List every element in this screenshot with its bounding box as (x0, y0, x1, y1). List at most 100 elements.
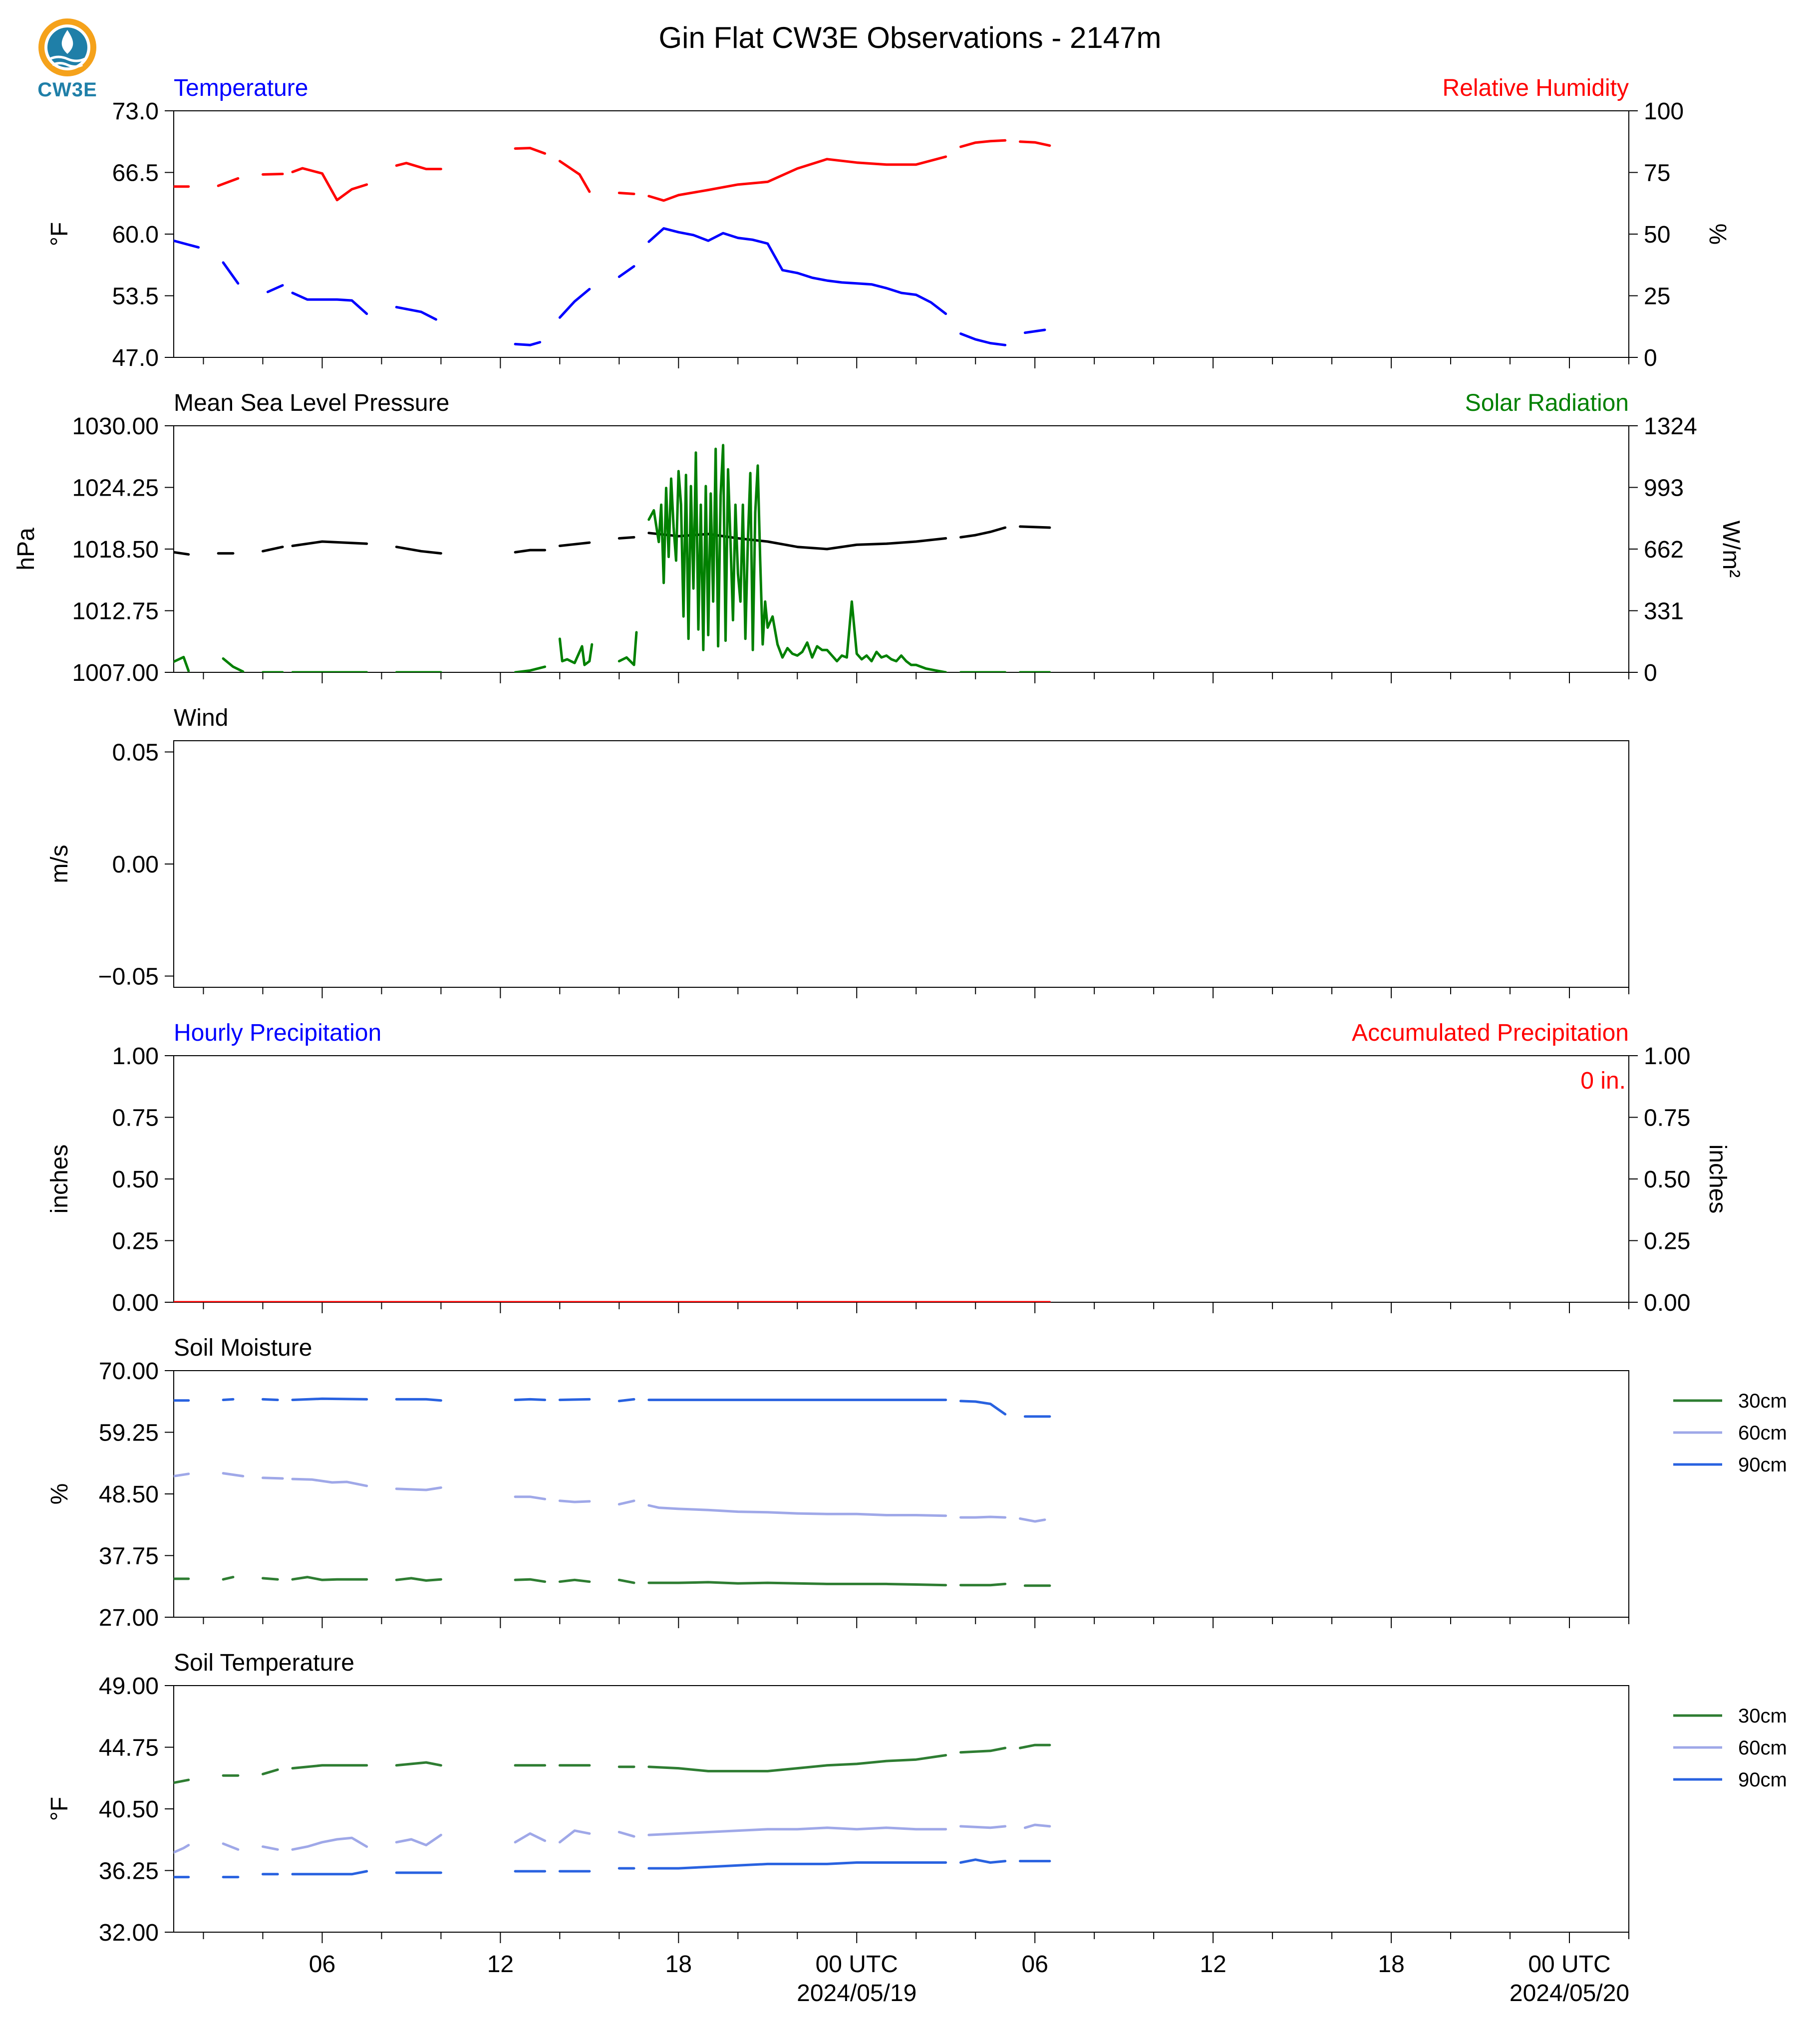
y-tick-label: 37.75 (99, 1543, 159, 1570)
series-line-temperature (1023, 328, 1046, 334)
x-axis (203, 987, 1629, 998)
series-90cm (174, 1858, 1051, 1879)
y-tick-label: 73.0 (112, 98, 159, 125)
y-tick-label: 60.0 (112, 222, 159, 248)
x-tick-label: 06 (1022, 1951, 1048, 1978)
series-line-temperature (647, 227, 947, 315)
y-tick-label: 44.75 (99, 1735, 159, 1761)
y-tick-label: 53.5 (112, 284, 159, 310)
y-axis-right-label: inches (1704, 1145, 1731, 1214)
series-line-mean-sea-level-pressure (174, 551, 190, 556)
y-right-tick-label: 1.00 (1644, 1043, 1690, 1070)
series-line-temperature (514, 341, 542, 346)
series-line-30cm (514, 1578, 547, 1583)
series-line-solar-radiation (617, 631, 638, 666)
y-right-tick-label: 0.00 (1644, 1290, 1690, 1316)
plot-area (174, 1743, 1051, 1879)
y-right-tick-label: 50 (1644, 222, 1670, 248)
series-line-temperature (558, 288, 591, 319)
y-axis-right: 1324 993 662 331 0 (1629, 413, 1697, 686)
y-right-tick-label: 0.25 (1644, 1228, 1690, 1255)
series-line-temperature (222, 261, 240, 285)
y-tick-label: 1024.25 (72, 475, 159, 502)
series-60cm (174, 1472, 1046, 1523)
y-right-tick-label: 25 (1644, 284, 1670, 310)
series-line-30cm (647, 1754, 947, 1772)
y-tick-label: 36.25 (99, 1858, 159, 1885)
series-90cm (174, 1397, 1051, 1418)
y-right-tick-label: 75 (1644, 160, 1670, 187)
x-tick-label: 18 (665, 1951, 692, 1978)
y-axis-left: 73.0 66.5 60.0 53.5 47.0 (112, 98, 174, 371)
y-right-tick-label: 993 (1644, 475, 1684, 502)
legend-label: 60cm (1738, 1737, 1787, 1759)
series-line-mean-sea-level-pressure (617, 536, 635, 540)
y-axis-label: hPa (13, 528, 39, 571)
y-tick-label: 0.00 (112, 1290, 159, 1316)
series-line-relative-humidity (647, 155, 947, 202)
series-line-relative-humidity (217, 177, 240, 187)
y-tick-label: 32.00 (99, 1920, 159, 1946)
y-axis-label: °F (46, 222, 73, 247)
y-right-tick-label: 1324 (1644, 413, 1697, 440)
series-line-90cm (647, 1861, 947, 1870)
x-tick-label: 12 (487, 1951, 514, 1978)
series-line-90cm (514, 1398, 547, 1402)
y-tick-label: 0.25 (112, 1228, 159, 1255)
series-line-30cm (617, 1578, 635, 1584)
y-tick-label: 1007.00 (72, 660, 159, 686)
series-line-60cm (1019, 1517, 1046, 1523)
series-line-relative-humidity (617, 192, 635, 195)
series-line-mean-sea-level-pressure (1019, 525, 1051, 529)
series-line-60cm (174, 1472, 190, 1477)
y-right-tick-label: 0 (1644, 345, 1657, 371)
series-line-30cm (222, 1576, 235, 1581)
series-line-60cm (222, 1842, 240, 1851)
series-line-30cm (558, 1578, 591, 1583)
panel-title-left: Temperature (174, 75, 308, 101)
y-tick-label: 70.00 (99, 1358, 159, 1385)
y-right-tick-label: 100 (1644, 98, 1684, 125)
y-tick-label: 49.00 (99, 1673, 159, 1700)
y-tick-label: 59.25 (99, 1420, 159, 1447)
legend-label: 30cm (1738, 1705, 1787, 1727)
y-tick-label: 40.50 (99, 1796, 159, 1823)
series-line-relative-humidity (395, 162, 442, 171)
series-line-60cm (262, 1845, 279, 1851)
series-line-90cm (262, 1398, 279, 1402)
series-solar-radiation (174, 444, 1051, 672)
x-axis (203, 1617, 1629, 1628)
series-line-30cm (262, 1577, 279, 1581)
series-30cm (174, 1743, 1051, 1784)
y-tick-label: 0.00 (112, 852, 159, 878)
series-line-60cm (222, 1472, 245, 1477)
series-line-solar-radiation (174, 655, 190, 672)
series-line-60cm (558, 1829, 591, 1844)
series-line-solar-radiation (514, 665, 547, 672)
series-line-relative-humidity (1019, 140, 1051, 147)
accumulated-total-label: 0 in. (1580, 1068, 1626, 1094)
series-line-mean-sea-level-pressure (291, 540, 368, 548)
y-tick-label: 1018.50 (72, 537, 159, 563)
series-line-60cm (558, 1499, 591, 1503)
y-tick-label: 0.75 (112, 1105, 159, 1132)
series-line-30cm (959, 1582, 1007, 1587)
y-axis-left: 1030.00 1024.25 1018.50 1012.75 1007.00 (72, 413, 174, 686)
series-line-90cm (291, 1397, 368, 1402)
legend-label: 90cm (1738, 1454, 1787, 1476)
series-60cm (174, 1823, 1051, 1854)
series-line-temperature (617, 265, 635, 278)
series-line-60cm (647, 1504, 947, 1517)
series-line-60cm (617, 1831, 635, 1838)
series-line-mean-sea-level-pressure (959, 526, 1007, 539)
y-right-tick-label: 0.50 (1644, 1166, 1690, 1193)
y-right-tick-label: 0 (1644, 660, 1657, 686)
series-temperature (174, 227, 1046, 346)
series-line-mean-sea-level-pressure (558, 541, 591, 548)
series-line-60cm (514, 1832, 547, 1844)
panel-title-left: Wind (174, 705, 228, 731)
x-tick-label: 06 (309, 1951, 335, 1978)
series-line-60cm (514, 1495, 547, 1500)
